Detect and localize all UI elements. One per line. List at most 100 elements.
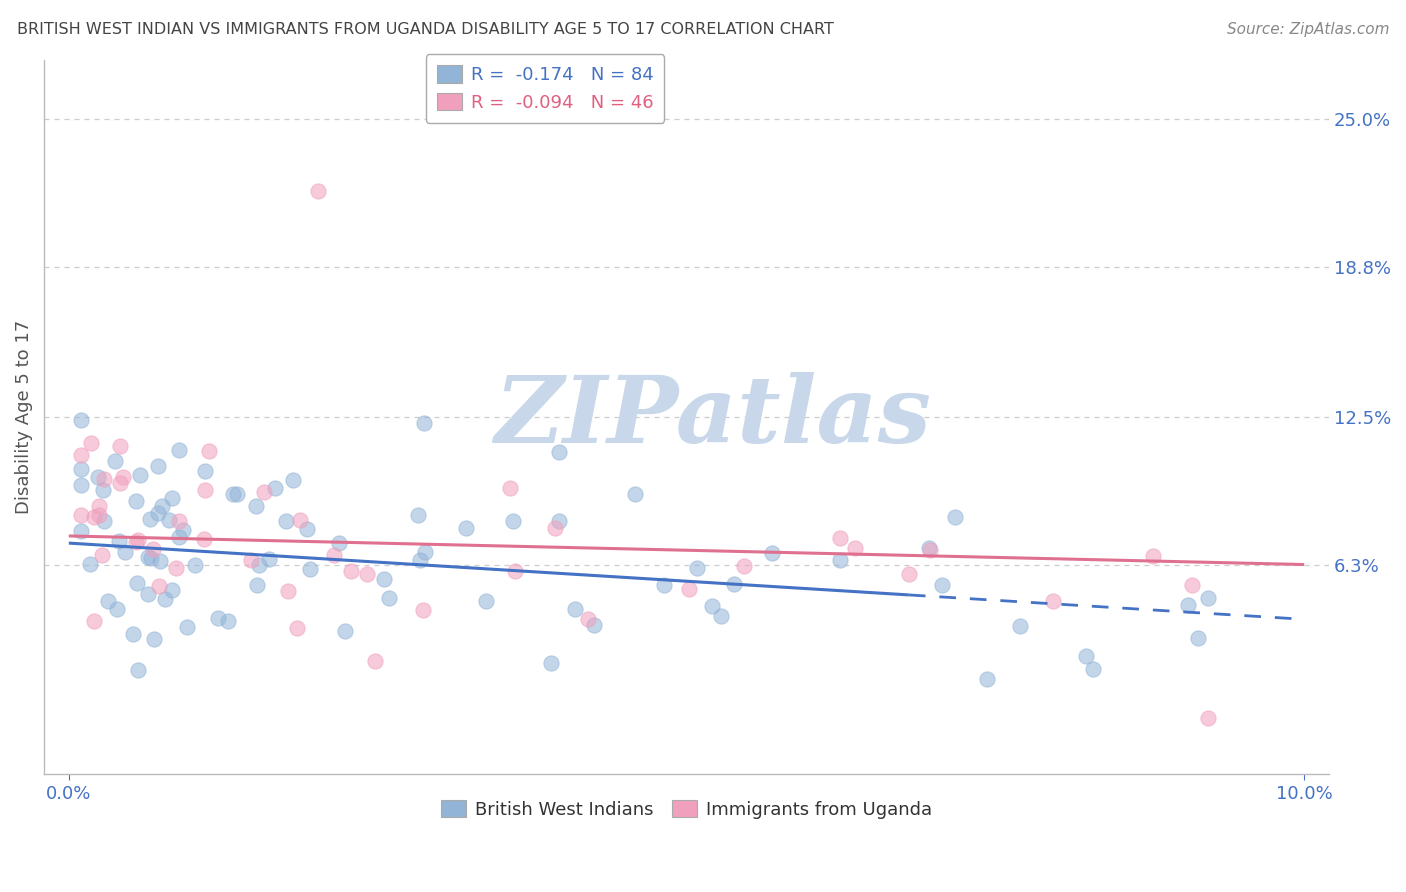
Point xyxy=(157,513,180,527)
Point xyxy=(322,548,344,562)
Point xyxy=(686,560,709,574)
Legend: British West Indians, Immigrants from Uganda: British West Indians, Immigrants from Ug… xyxy=(433,793,939,826)
Point xyxy=(217,614,239,628)
Point xyxy=(257,552,280,566)
Point xyxy=(723,577,745,591)
Point xyxy=(104,453,127,467)
Point xyxy=(1177,598,1199,612)
Point xyxy=(122,627,145,641)
Point xyxy=(540,657,562,671)
Point xyxy=(247,558,270,573)
Point xyxy=(548,445,571,459)
Point xyxy=(70,412,93,426)
Point xyxy=(295,522,318,536)
Point xyxy=(148,506,170,520)
Point xyxy=(91,483,114,498)
Point xyxy=(141,550,163,565)
Point xyxy=(1197,591,1219,605)
Text: ZIPatlas: ZIPatlas xyxy=(494,372,931,462)
Point xyxy=(299,562,322,576)
Point xyxy=(160,582,183,597)
Point xyxy=(1197,711,1219,725)
Point xyxy=(1008,619,1031,633)
Point xyxy=(87,499,110,513)
Point xyxy=(1074,649,1097,664)
Point xyxy=(184,558,207,573)
Point xyxy=(288,513,311,527)
Point xyxy=(139,512,162,526)
Point xyxy=(623,487,645,501)
Point xyxy=(207,611,229,625)
Point xyxy=(240,552,263,566)
Point xyxy=(226,487,249,501)
Point xyxy=(283,473,305,487)
Point xyxy=(148,579,170,593)
Point xyxy=(136,587,159,601)
Point xyxy=(127,576,149,591)
Point xyxy=(172,523,194,537)
Point xyxy=(108,475,131,490)
Point xyxy=(277,584,299,599)
Point xyxy=(127,663,149,677)
Point xyxy=(503,564,526,578)
Point xyxy=(475,594,498,608)
Point xyxy=(931,578,953,592)
Point xyxy=(222,486,245,500)
Point xyxy=(245,499,267,513)
Point xyxy=(761,546,783,560)
Point xyxy=(160,491,183,505)
Point xyxy=(307,184,329,198)
Point xyxy=(710,609,733,624)
Point xyxy=(274,514,297,528)
Point xyxy=(194,483,217,498)
Point xyxy=(70,449,93,463)
Point xyxy=(364,654,387,668)
Point xyxy=(285,621,308,635)
Point xyxy=(1081,663,1104,677)
Point xyxy=(167,514,190,528)
Point xyxy=(454,521,477,535)
Point xyxy=(976,672,998,686)
Point xyxy=(502,514,524,528)
Point xyxy=(70,508,93,522)
Point xyxy=(108,438,131,452)
Point xyxy=(733,558,755,573)
Point xyxy=(253,485,276,500)
Point xyxy=(700,599,723,613)
Point xyxy=(70,478,93,492)
Point xyxy=(918,541,941,555)
Point xyxy=(165,561,187,575)
Point xyxy=(409,553,432,567)
Point xyxy=(83,509,105,524)
Point xyxy=(142,541,165,556)
Point xyxy=(406,508,429,522)
Point xyxy=(194,464,217,478)
Point xyxy=(79,558,101,572)
Point xyxy=(943,509,966,524)
Point xyxy=(897,566,920,581)
Point xyxy=(114,545,136,559)
Point xyxy=(246,578,269,592)
Point xyxy=(129,467,152,482)
Point xyxy=(499,481,522,495)
Text: Source: ZipAtlas.com: Source: ZipAtlas.com xyxy=(1226,22,1389,37)
Point xyxy=(87,508,110,523)
Point xyxy=(828,553,851,567)
Point xyxy=(93,514,115,528)
Point xyxy=(1142,549,1164,563)
Point xyxy=(1042,593,1064,607)
Point xyxy=(83,614,105,628)
Point xyxy=(125,494,148,508)
Point xyxy=(70,524,93,539)
Point xyxy=(678,582,700,596)
Point xyxy=(105,602,128,616)
Point xyxy=(920,543,942,558)
Text: BRITISH WEST INDIAN VS IMMIGRANTS FROM UGANDA DISABILITY AGE 5 TO 17 CORRELATION: BRITISH WEST INDIAN VS IMMIGRANTS FROM U… xyxy=(17,22,834,37)
Point xyxy=(652,577,675,591)
Point xyxy=(198,444,221,458)
Point xyxy=(378,591,401,605)
Point xyxy=(564,602,586,616)
Point xyxy=(828,531,851,545)
Point xyxy=(149,554,172,568)
Point xyxy=(1181,578,1204,592)
